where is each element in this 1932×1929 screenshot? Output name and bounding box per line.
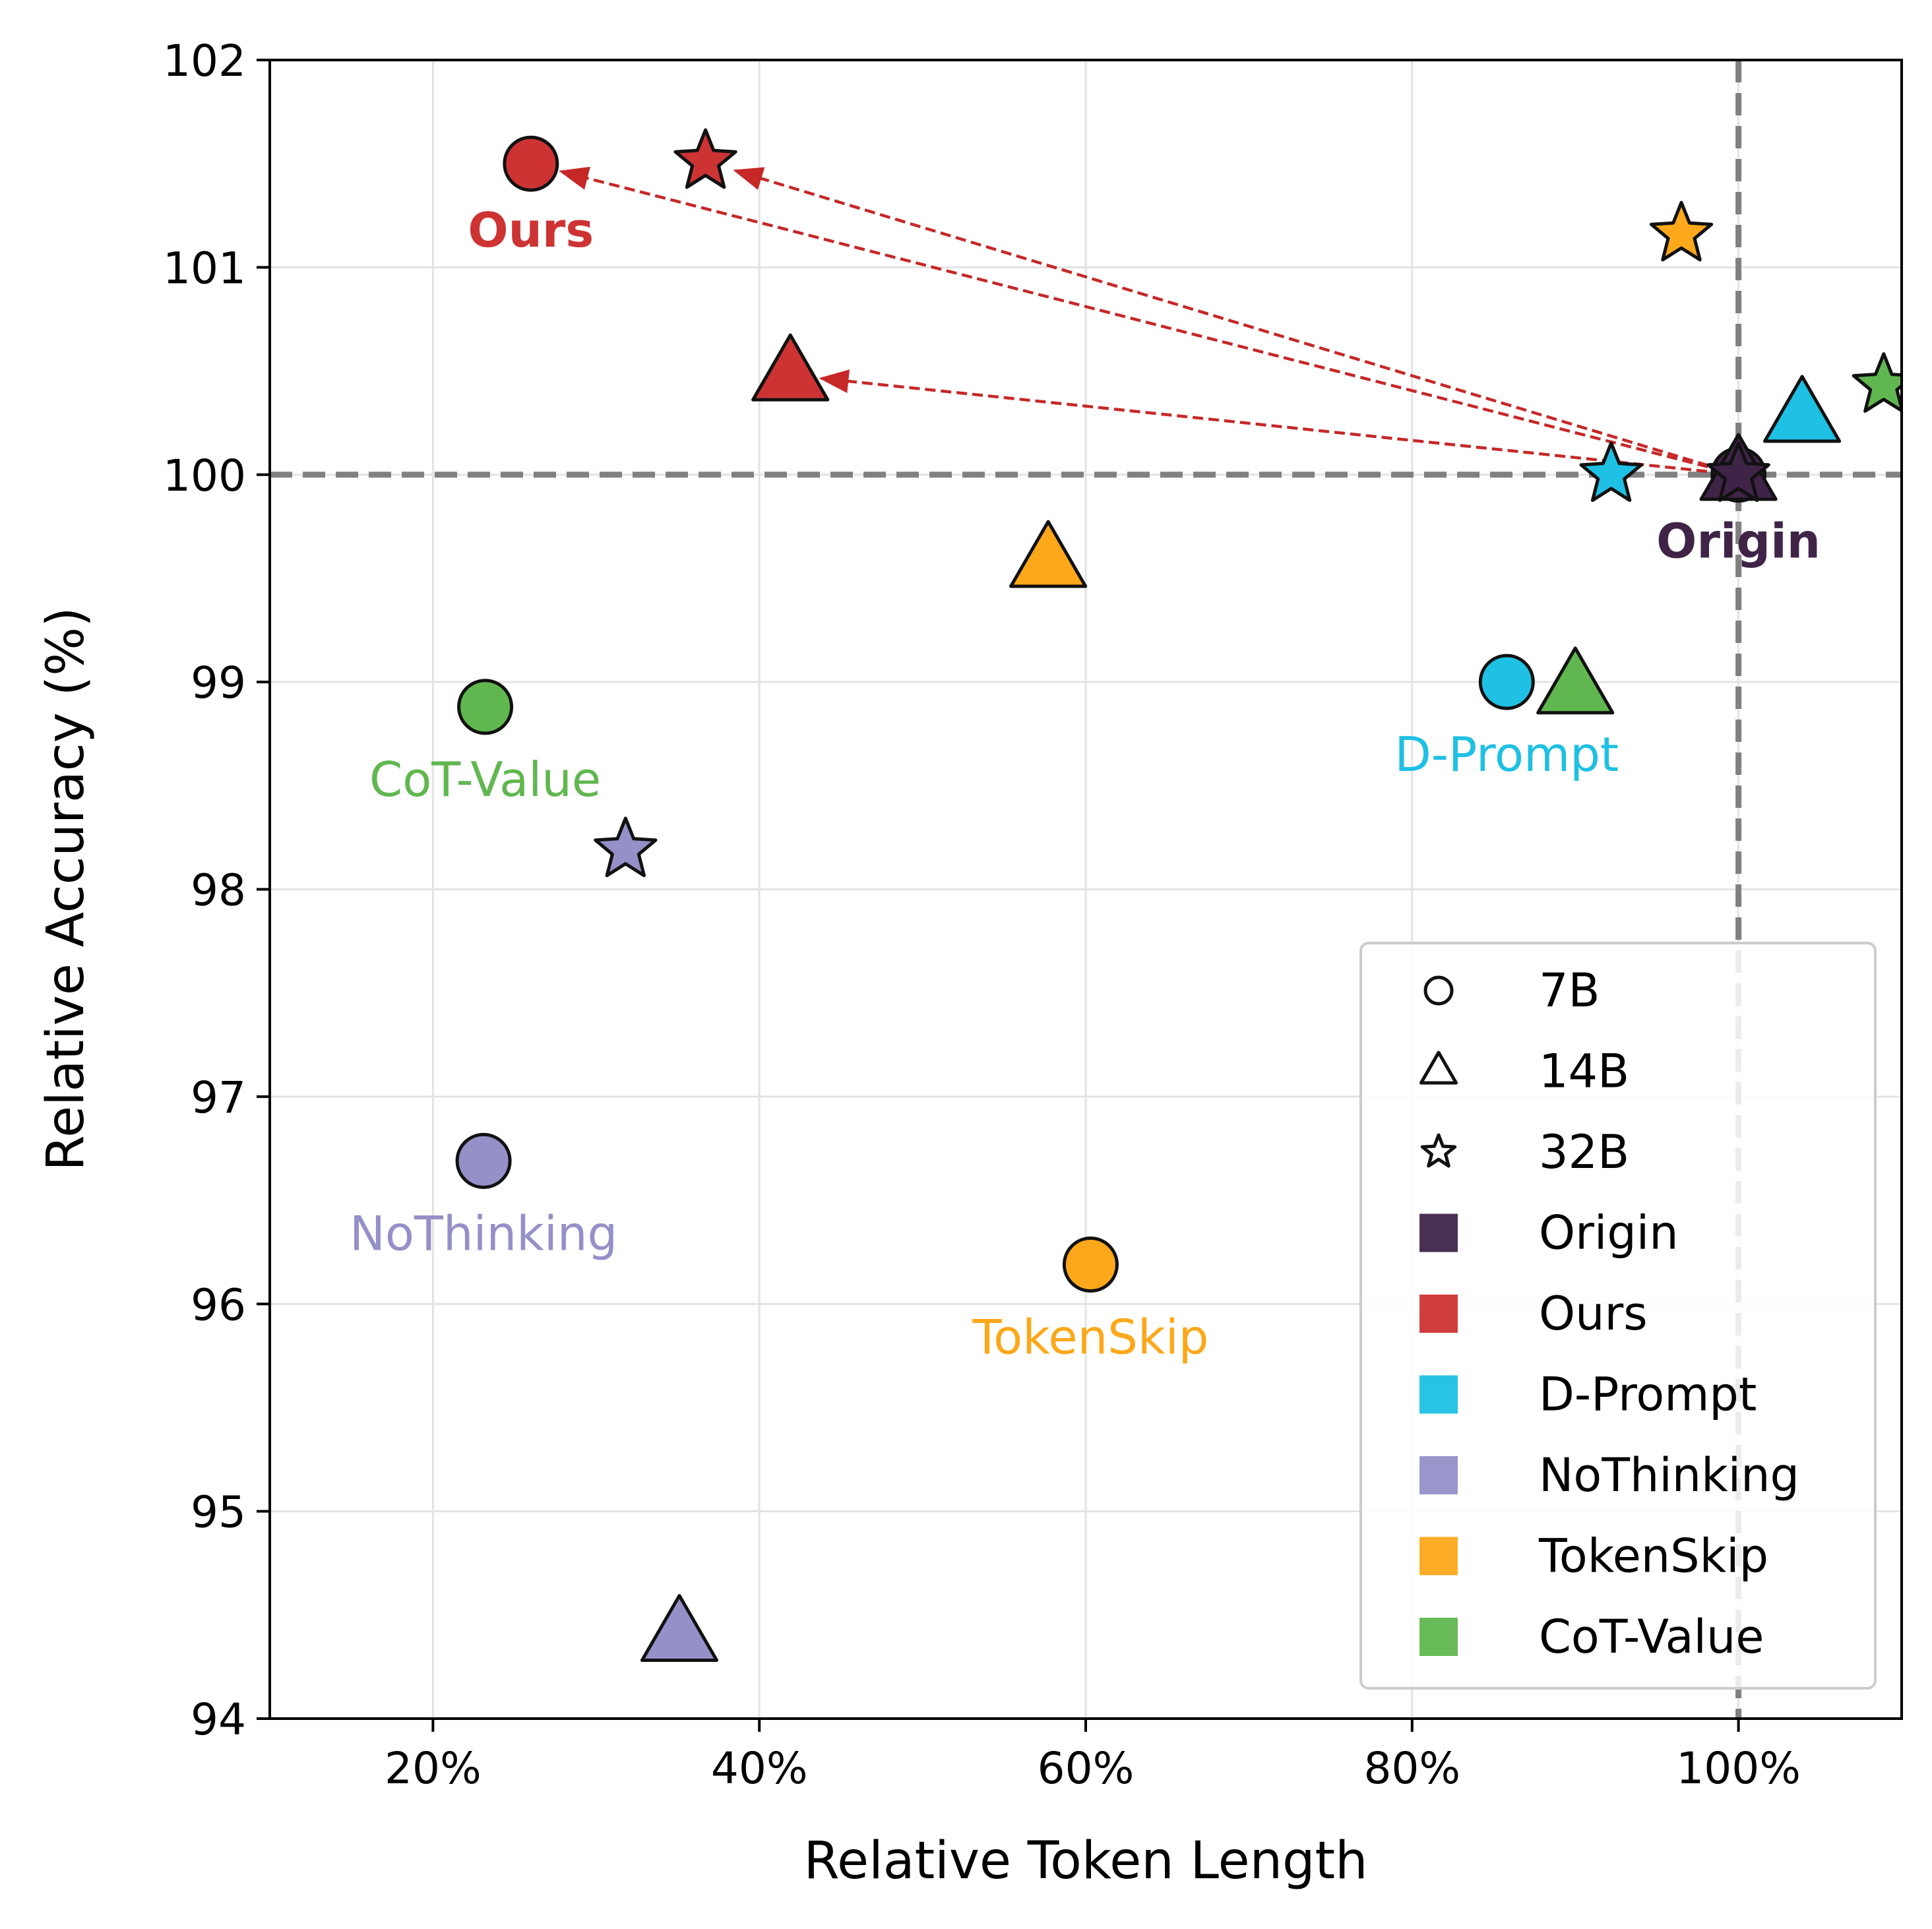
improvement-arrow — [819, 369, 1739, 476]
point-cot-value-7b — [457, 679, 514, 735]
y-axis-label: Relative Accuracy (%) — [36, 607, 96, 1171]
point-d-prompt-32b — [1579, 441, 1643, 503]
legend-item-tokenskip: TokenSkip — [1419, 1529, 1768, 1583]
arrows — [558, 166, 1739, 476]
x-tick-label: 60% — [1038, 1743, 1135, 1794]
legend-label: D-Prompt — [1539, 1368, 1757, 1422]
legend: 7B 14B 32B Origin Ours D-Prompt NoThinking Toke… — [1359, 942, 1877, 1690]
point-nothinking-32b — [594, 816, 658, 878]
legend-box — [1359, 942, 1877, 1690]
annotation-d-prompt: D-Prompt — [1394, 727, 1619, 782]
x-tick-label: 80% — [1363, 1743, 1460, 1794]
y-tick-label: 101 — [163, 243, 246, 293]
annotation-ours: Ours — [468, 202, 594, 258]
y-tick-label: 99 — [191, 658, 246, 708]
point-tokenskip-14b — [1009, 520, 1088, 588]
legend-label: 7B — [1539, 964, 1600, 1018]
legend-item-14b: 14B — [1419, 1045, 1629, 1099]
y-tick-label: 98 — [191, 865, 246, 916]
legend-item-32b: 32B — [1420, 1125, 1629, 1179]
data-points — [455, 128, 1902, 1662]
legend-label: NoThinking — [1539, 1448, 1799, 1502]
point-cot-value-32b — [1852, 352, 1902, 413]
legend-item-origin: Origin — [1419, 1206, 1679, 1260]
legend-label: 32B — [1539, 1125, 1629, 1179]
legend-swatch — [1419, 1295, 1458, 1333]
annotations: Ours Origin D-Prompt CoT-Value NoThinking Tok… — [350, 202, 1821, 1365]
y-tick-label: 97 — [191, 1072, 246, 1123]
legend-marker-circle — [1423, 975, 1454, 1006]
improvement-arrow — [558, 166, 1739, 476]
legend-swatch — [1419, 1213, 1458, 1252]
point-nothinking-14b — [640, 1593, 719, 1662]
legend-label: TokenSkip — [1538, 1529, 1768, 1583]
x-tick-label: 100% — [1676, 1743, 1801, 1794]
y-tick-label: 94 — [191, 1694, 246, 1745]
legend-swatch — [1419, 1537, 1458, 1576]
legend-label: Origin — [1539, 1206, 1679, 1260]
legend-item-7b: 7B — [1423, 964, 1600, 1018]
legend-item-nothinking: NoThinking — [1419, 1448, 1799, 1502]
annotation-origin: Origin — [1656, 513, 1821, 568]
legend-label: Ours — [1539, 1287, 1648, 1341]
point-nothinking-7b — [455, 1132, 512, 1189]
legend-item-cot-value: CoT-Value — [1419, 1610, 1764, 1664]
x-tick-label: 20% — [385, 1743, 482, 1794]
annotation-cot-value: CoT-Value — [369, 752, 601, 807]
y-tick-label: 100 — [163, 450, 246, 501]
point-ours-32b — [673, 128, 737, 189]
point-d-prompt-7b — [1478, 654, 1535, 710]
legend-marker-triangle — [1419, 1051, 1458, 1085]
point-ours-14b — [751, 333, 830, 402]
point-tokenskip-7b — [1062, 1237, 1119, 1293]
point-d-prompt-14b — [1762, 375, 1842, 443]
annotation-tokenskip: TokenSkip — [972, 1310, 1208, 1365]
legend-item-d-prompt: D-Prompt — [1419, 1368, 1757, 1422]
legend-item-ours: Ours — [1419, 1287, 1648, 1341]
point-origin-32b — [1706, 441, 1770, 503]
legend-swatch — [1419, 1456, 1458, 1494]
y-tick-label: 95 — [191, 1487, 246, 1538]
annotation-nothinking: NoThinking — [350, 1206, 617, 1261]
legend-label: CoT-Value — [1539, 1610, 1764, 1664]
point-ours-7b — [503, 135, 559, 192]
x-axis-label: Relative Token Length — [803, 1831, 1367, 1891]
legend-swatch — [1419, 1618, 1458, 1656]
improvement-arrow — [733, 167, 1739, 476]
legend-swatch — [1419, 1375, 1458, 1414]
legend-label: 14B — [1539, 1045, 1629, 1099]
point-cot-value-14b — [1536, 646, 1615, 715]
point-tokenskip-32b — [1649, 200, 1714, 262]
axes: 20% 40% 60% 80% 100% 94 95 96 97 98 99 100 101 102 — [163, 36, 1801, 1794]
legend-marker-star — [1420, 1133, 1457, 1168]
y-tick-label: 96 — [191, 1279, 246, 1330]
y-tick-label: 102 — [163, 36, 246, 86]
x-tick-label: 40% — [711, 1743, 808, 1794]
